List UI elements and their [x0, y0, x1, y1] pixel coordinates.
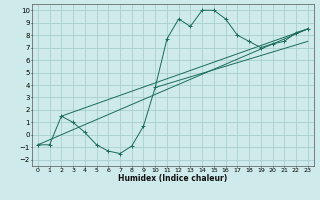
X-axis label: Humidex (Indice chaleur): Humidex (Indice chaleur) [118, 174, 228, 183]
